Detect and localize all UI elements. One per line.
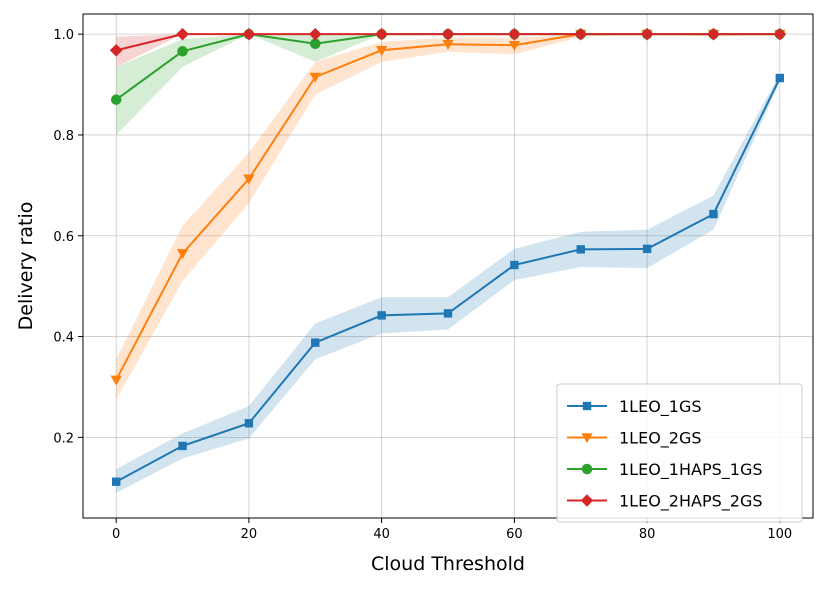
point-1leo-1gs — [443, 309, 453, 318]
legend-marker-1leo-2haps-2gs — [580, 494, 594, 507]
point-1leo-1gs — [178, 441, 187, 451]
x-tick-label: 20 — [241, 527, 258, 542]
legend-box — [556, 383, 803, 523]
point-1leo-2haps-2gs — [242, 27, 256, 41]
point-1leo-1haps-1gs — [177, 46, 188, 57]
point-1leo-1haps-1gs — [310, 38, 321, 49]
point-1leo-1gs — [311, 338, 320, 347]
band-1leo-1haps-1gs — [116, 34, 780, 135]
legend-label-1leo-1gs: 1LEO_1GS — [619, 397, 702, 417]
x-tick-label: 40 — [373, 527, 390, 542]
point-1leo-2haps-2gs — [441, 27, 455, 41]
point-1leo-2haps-2gs — [375, 27, 388, 41]
point-1leo-2haps-2gs — [707, 27, 720, 41]
x-tick-label: 0 — [112, 527, 120, 542]
point-1leo-2haps-2gs — [773, 27, 787, 41]
legend-marker-1leo-1haps-1gs — [581, 463, 593, 475]
point-1leo-2haps-2gs — [308, 27, 322, 41]
point-1leo-2haps-2gs — [574, 27, 588, 41]
point-1leo-1gs — [510, 260, 519, 270]
legend-marker-1leo-1gs — [582, 401, 592, 411]
axis-ticks: 0 20 40 60 80 100 0.2 0.4 0.6 0.8 1.0 — [53, 28, 792, 542]
point-1leo-2gs — [375, 46, 388, 56]
point-1leo-1gs — [775, 73, 785, 83]
point-1leo-2gs — [508, 40, 521, 51]
plot-area-frame — [82, 13, 814, 519]
legend-label-1leo-1haps-1gs: 1LEO_1HAPS_1GS — [619, 460, 763, 480]
point-1leo-1gs — [642, 244, 652, 254]
y-tick-label: 0.4 — [53, 331, 74, 346]
point-1leo-2gs — [176, 249, 189, 260]
legend-marker-1leo-2gs — [581, 433, 593, 444]
x-axis-label: Cloud Threshold — [371, 553, 525, 575]
band-1leo-1gs — [116, 73, 780, 493]
y-tick-label: 0.6 — [53, 230, 74, 245]
legend: 1LEO_1GS 1LEO_2GS 1LEO_1HAPS_1GS 1LEO_2HAPS… — [556, 383, 803, 523]
point-1leo-2haps-2gs — [109, 43, 123, 57]
y-tick-label: 1.0 — [53, 28, 74, 43]
point-1leo-1gs — [576, 245, 585, 254]
point-1leo-2gs — [442, 39, 454, 50]
point-1leo-2gs — [309, 72, 321, 83]
point-1leo-1gs — [111, 477, 121, 486]
point-1leo-1gs — [244, 419, 254, 428]
y-tick-label: 0.8 — [53, 129, 74, 144]
y-tick-label: 0.2 — [53, 431, 74, 446]
x-tick-label: 80 — [639, 527, 656, 542]
x-tick-label: 60 — [506, 527, 523, 542]
point-1leo-2haps-2gs — [508, 27, 521, 41]
y-axis-label: Delivery ratio — [15, 202, 37, 331]
point-1leo-1gs — [377, 311, 386, 320]
band-1leo-2gs — [116, 34, 780, 400]
point-1leo-1haps-1gs — [110, 94, 122, 105]
point-1leo-2haps-2gs — [176, 27, 189, 41]
legend-label-1leo-2gs: 1LEO_2GS — [619, 429, 702, 449]
point-1leo-2gs — [110, 375, 122, 386]
series-markers — [109, 27, 787, 486]
point-1leo-1gs — [709, 209, 718, 219]
confidence-bands — [116, 34, 780, 493]
point-1leo-2haps-2gs — [640, 27, 654, 41]
x-tick-label: 100 — [767, 527, 792, 542]
legend-label-1leo-2haps-2gs: 1LEO_2HAPS_2GS — [619, 492, 763, 512]
point-1leo-2gs — [243, 174, 255, 185]
